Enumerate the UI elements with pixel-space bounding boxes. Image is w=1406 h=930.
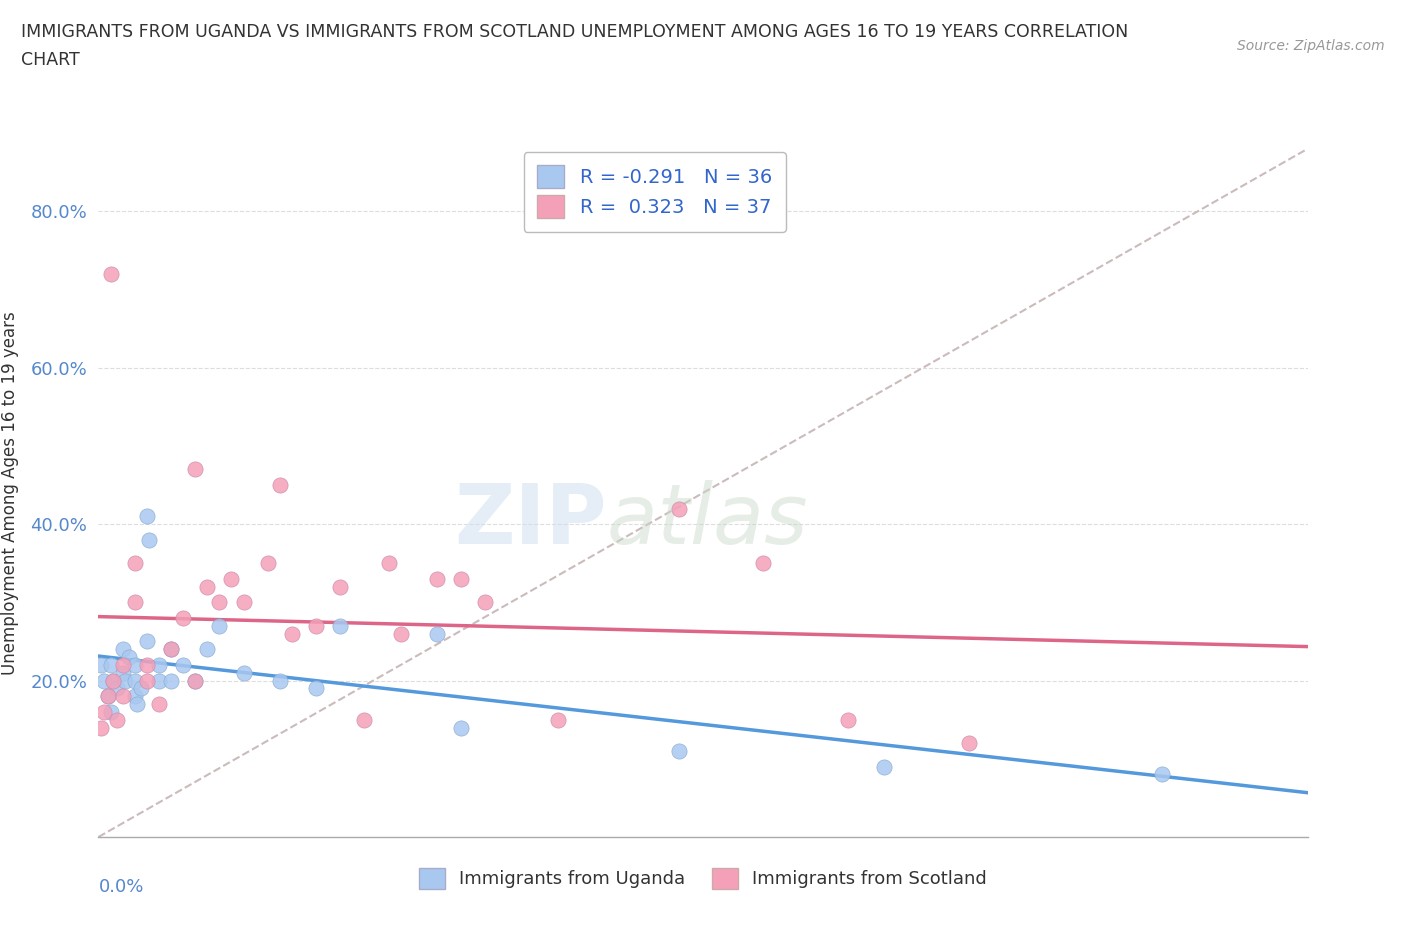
- Text: atlas: atlas: [606, 480, 808, 561]
- Point: [668, 501, 690, 516]
- Point: [160, 642, 183, 657]
- Point: [450, 571, 472, 587]
- Point: [135, 673, 157, 688]
- Point: [184, 673, 207, 688]
- Point: [111, 642, 134, 657]
- Point: [100, 267, 122, 282]
- Text: ZIP: ZIP: [454, 480, 606, 561]
- Point: [124, 556, 146, 571]
- Point: [124, 673, 146, 688]
- Point: [101, 673, 124, 688]
- Point: [474, 595, 496, 610]
- Point: [105, 712, 128, 727]
- Point: [450, 720, 472, 735]
- Point: [138, 532, 160, 547]
- Point: [195, 642, 218, 657]
- Point: [752, 556, 775, 571]
- Point: [232, 595, 254, 610]
- Point: [127, 697, 149, 711]
- Point: [100, 658, 122, 672]
- Point: [111, 689, 134, 704]
- Point: [329, 618, 352, 633]
- Point: [195, 579, 218, 594]
- Point: [389, 626, 412, 641]
- Point: [426, 626, 449, 641]
- Text: CHART: CHART: [21, 51, 80, 69]
- Point: [111, 658, 134, 672]
- Point: [90, 720, 112, 735]
- Point: [281, 626, 304, 641]
- Point: [172, 658, 194, 672]
- Point: [160, 642, 183, 657]
- Point: [232, 665, 254, 680]
- Point: [208, 618, 231, 633]
- Y-axis label: Unemployment Among Ages 16 to 19 years: Unemployment Among Ages 16 to 19 years: [1, 311, 20, 675]
- Point: [97, 689, 120, 704]
- Point: [93, 704, 115, 719]
- Point: [129, 681, 152, 696]
- Point: [837, 712, 859, 727]
- Point: [111, 665, 134, 680]
- Point: [135, 509, 157, 524]
- Point: [148, 658, 170, 672]
- Point: [93, 673, 115, 688]
- Point: [148, 673, 170, 688]
- Point: [377, 556, 399, 571]
- Point: [208, 595, 231, 610]
- Point: [269, 478, 291, 493]
- Point: [269, 673, 291, 688]
- Point: [256, 556, 278, 571]
- Point: [184, 462, 207, 477]
- Text: 0.0%: 0.0%: [98, 878, 143, 897]
- Point: [160, 673, 183, 688]
- Point: [426, 571, 449, 587]
- Legend: R = -0.291   N = 36, R =  0.323   N = 37: R = -0.291 N = 36, R = 0.323 N = 37: [523, 152, 786, 232]
- Point: [124, 658, 146, 672]
- Point: [118, 650, 141, 665]
- Point: [329, 579, 352, 594]
- Point: [957, 736, 980, 751]
- Point: [184, 673, 207, 688]
- Point: [148, 697, 170, 711]
- Point: [135, 634, 157, 649]
- Point: [353, 712, 375, 727]
- Point: [97, 689, 120, 704]
- Point: [172, 611, 194, 626]
- Point: [668, 744, 690, 759]
- Point: [90, 658, 112, 672]
- Point: [100, 704, 122, 719]
- Point: [105, 681, 128, 696]
- Legend: Immigrants from Uganda, Immigrants from Scotland: Immigrants from Uganda, Immigrants from …: [411, 858, 995, 897]
- Point: [1152, 767, 1174, 782]
- Point: [873, 759, 896, 774]
- Point: [547, 712, 569, 727]
- Point: [124, 595, 146, 610]
- Point: [305, 681, 328, 696]
- Point: [124, 689, 146, 704]
- Point: [135, 658, 157, 672]
- Text: Source: ZipAtlas.com: Source: ZipAtlas.com: [1237, 39, 1385, 53]
- Point: [305, 618, 328, 633]
- Text: IMMIGRANTS FROM UGANDA VS IMMIGRANTS FROM SCOTLAND UNEMPLOYMENT AMONG AGES 16 TO: IMMIGRANTS FROM UGANDA VS IMMIGRANTS FRO…: [21, 23, 1129, 41]
- Point: [114, 673, 136, 688]
- Point: [221, 571, 243, 587]
- Point: [101, 673, 124, 688]
